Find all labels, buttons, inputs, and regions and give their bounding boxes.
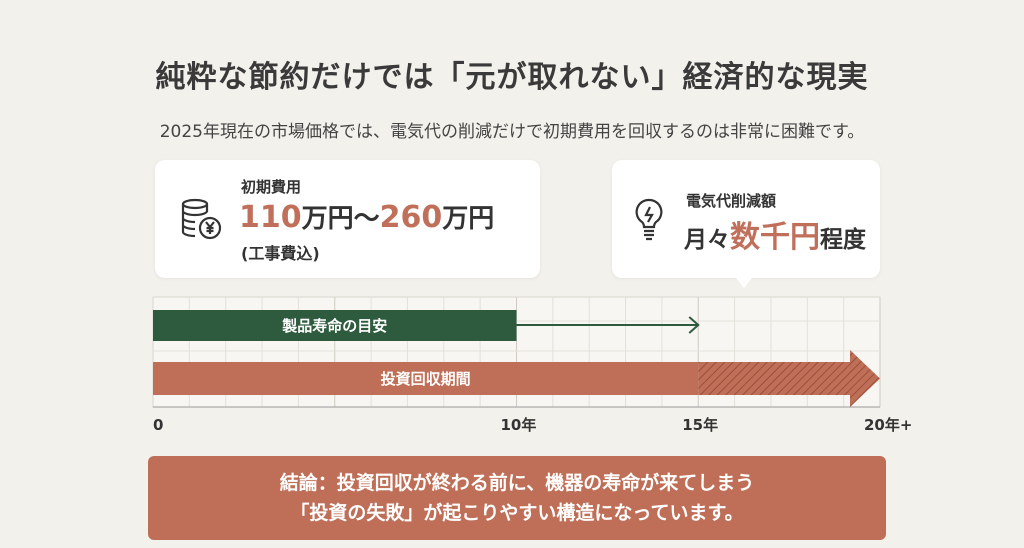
bar-payback-extended (698, 350, 880, 407)
initial-cost-value: 110万円〜260万円 (239, 198, 494, 235)
saving-card: 電気代削減額 月々数千円程度 (612, 160, 880, 288)
saving-suffix: 程度 (820, 227, 866, 253)
conclusion-line-1: 結論：投資回収が終わる前に、機器の寿命が来てしまう (279, 472, 755, 494)
arrow-head-product-life (688, 316, 700, 334)
tick-label: 0 (153, 416, 163, 434)
tick-label: 10年 (501, 416, 537, 434)
conclusion-box: 結論：投資回収が終わる前に、機器の寿命が来てしまう 「投資の失敗」が起こりやすい… (148, 456, 886, 540)
saving-amount: 数千円 (730, 220, 820, 255)
lightbulb-bolt-icon (635, 198, 663, 241)
cost-low: 110 (239, 200, 302, 235)
cost-unit: 万円〜 (301, 204, 380, 234)
bar-label-payback: 投資回収期間 (381, 370, 471, 388)
saving-value: 月々数千円程度 (684, 212, 866, 256)
cost-high: 260 (379, 200, 443, 235)
cost-unit: 万円 (442, 204, 495, 234)
conclusion-line-2: 「投資の失敗」が起こりやすい構造になっています。 (290, 502, 744, 524)
tick-label: 15年 (682, 416, 718, 434)
coins-yen-icon (181, 198, 222, 240)
bar-label-product-life: 製品寿命の目安 (281, 317, 387, 335)
page-title: 純粋な節約だけでは「元が取れない」経済的な現実 (155, 60, 869, 95)
saving-label: 電気代削減額 (686, 192, 777, 210)
tick-label: 20年+ (864, 416, 912, 434)
initial-cost-card: 初期費用 110万円〜260万円 (工事費込) (155, 160, 540, 278)
page-subtitle: 2025年現在の市場価格では、電気代の削減だけで初期費用を回収するのは非常に困難… (159, 122, 865, 142)
saving-prefix: 月々 (684, 227, 730, 253)
bar-product-life (153, 310, 517, 341)
initial-cost-label: 初期費用 (241, 178, 302, 196)
initial-cost-note: (工事費込) (241, 244, 320, 263)
bar-payback (153, 362, 699, 395)
